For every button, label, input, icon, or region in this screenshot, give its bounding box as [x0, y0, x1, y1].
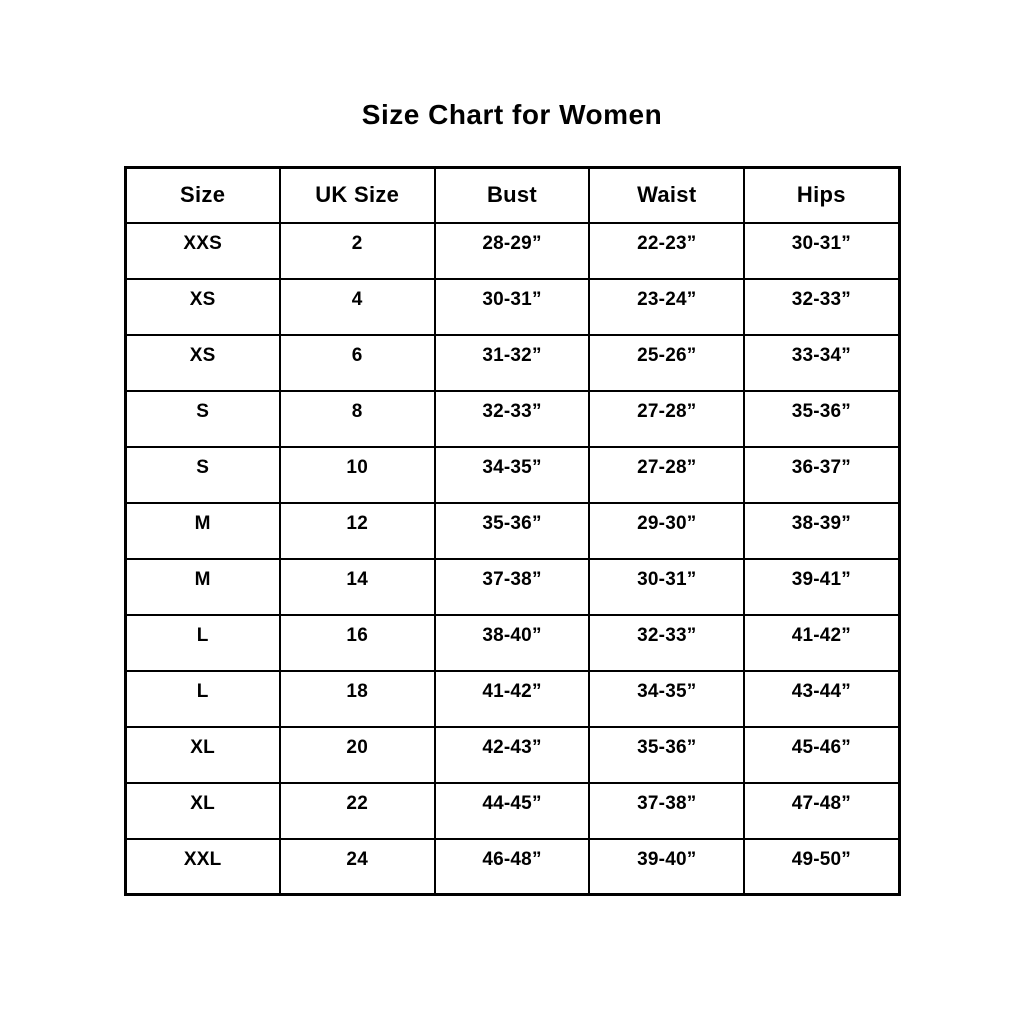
- table-cell: 23-24”: [588, 277, 746, 336]
- table-cell: S: [124, 445, 281, 504]
- table-cell: 45-46”: [743, 725, 900, 784]
- table-cell: 4: [278, 277, 436, 336]
- table-row: XS 6 31-32” 25-26” 33-34”: [124, 333, 900, 392]
- table-cell: L: [124, 669, 281, 728]
- table-cell: 32-33”: [743, 277, 900, 336]
- table-cell: 29-30”: [588, 501, 746, 560]
- table-cell: 42-43”: [433, 725, 591, 784]
- table-cell: 24: [278, 837, 436, 896]
- table-cell: 20: [278, 725, 436, 784]
- table-cell: M: [124, 501, 281, 560]
- table-cell: XS: [124, 277, 281, 336]
- table-cell: XXL: [124, 837, 281, 896]
- header-row: Size UK Size Bust Waist Hips: [124, 166, 900, 224]
- table-cell: XL: [124, 781, 281, 840]
- table-cell: 46-48”: [433, 837, 591, 896]
- table-cell: 39-41”: [743, 557, 900, 616]
- table-cell: 36-37”: [743, 445, 900, 504]
- table-row: XS 4 30-31” 23-24” 32-33”: [124, 277, 900, 336]
- table-cell: 22: [278, 781, 436, 840]
- table-cell: 49-50”: [743, 837, 900, 896]
- column-header: Size: [124, 166, 281, 224]
- table-cell: 32-33”: [433, 389, 591, 448]
- table-cell: 41-42”: [743, 613, 900, 672]
- table-cell: 47-48”: [743, 781, 900, 840]
- table-cell: 16: [278, 613, 436, 672]
- table-cell: 27-28”: [588, 389, 746, 448]
- table-cell: 38-39”: [743, 501, 900, 560]
- table-cell: 30-31”: [433, 277, 591, 336]
- table-row: S 8 32-33” 27-28” 35-36”: [124, 389, 900, 448]
- table-cell: 27-28”: [588, 445, 746, 504]
- table-cell: 30-31”: [588, 557, 746, 616]
- table-cell: 33-34”: [743, 333, 900, 392]
- column-header: UK Size: [278, 166, 436, 224]
- table-row: XXS 2 28-29” 22-23” 30-31”: [124, 221, 900, 280]
- table-cell: S: [124, 389, 281, 448]
- table-cell: XXS: [124, 221, 281, 280]
- table-cell: 25-26”: [588, 333, 746, 392]
- table-cell: M: [124, 557, 281, 616]
- column-header: Bust: [433, 166, 591, 224]
- column-header: Hips: [743, 166, 900, 224]
- table-cell: 41-42”: [433, 669, 591, 728]
- table-row: XXL 24 46-48” 39-40” 49-50”: [124, 837, 900, 896]
- table-cell: 22-23”: [588, 221, 746, 280]
- table-cell: 32-33”: [588, 613, 746, 672]
- table-cell: 8: [278, 389, 436, 448]
- table-cell: 34-35”: [433, 445, 591, 504]
- table-cell: 18: [278, 669, 436, 728]
- table-cell: 38-40”: [433, 613, 591, 672]
- table-cell: 12: [278, 501, 436, 560]
- table-cell: 43-44”: [743, 669, 900, 728]
- table-body: XXS 2 28-29” 22-23” 30-31” XS 4 30-31” 23-24” 32-…: [124, 221, 900, 896]
- table-row: M 12 35-36” 29-30” 38-39”: [124, 501, 900, 560]
- table-cell: 35-36”: [433, 501, 591, 560]
- table-cell: 35-36”: [743, 389, 900, 448]
- table-cell: XS: [124, 333, 281, 392]
- table-cell: 39-40”: [588, 837, 746, 896]
- table-cell: 30-31”: [743, 221, 900, 280]
- column-header: Waist: [588, 166, 746, 224]
- table-row: S 10 34-35” 27-28” 36-37”: [124, 445, 900, 504]
- table-cell: 35-36”: [588, 725, 746, 784]
- table-cell: 44-45”: [433, 781, 591, 840]
- table-header: Size UK Size Bust Waist Hips: [124, 166, 900, 224]
- table-row: L 16 38-40” 32-33” 41-42”: [124, 613, 900, 672]
- table-row: L 18 41-42” 34-35” 43-44”: [124, 669, 900, 728]
- table-cell: 37-38”: [433, 557, 591, 616]
- table-cell: 37-38”: [588, 781, 746, 840]
- table-cell: 6: [278, 333, 436, 392]
- table-cell: 2: [278, 221, 436, 280]
- table-cell: 14: [278, 557, 436, 616]
- table-cell: XL: [124, 725, 281, 784]
- table-cell: L: [124, 613, 281, 672]
- table-cell: 34-35”: [588, 669, 746, 728]
- page-title: Size Chart for Women: [361, 99, 663, 130]
- table-row: M 14 37-38” 30-31” 39-41”: [124, 557, 900, 616]
- table-row: XL 22 44-45” 37-38” 47-48”: [124, 781, 900, 840]
- size-chart-table: Size UK Size Bust Waist Hips XXS 2 28-29” 22-23…: [123, 166, 901, 896]
- table-cell: 10: [278, 445, 436, 504]
- table-cell: 28-29”: [433, 221, 591, 280]
- table-row: XL 20 42-43” 35-36” 45-46”: [124, 725, 900, 784]
- table-cell: 31-32”: [433, 333, 591, 392]
